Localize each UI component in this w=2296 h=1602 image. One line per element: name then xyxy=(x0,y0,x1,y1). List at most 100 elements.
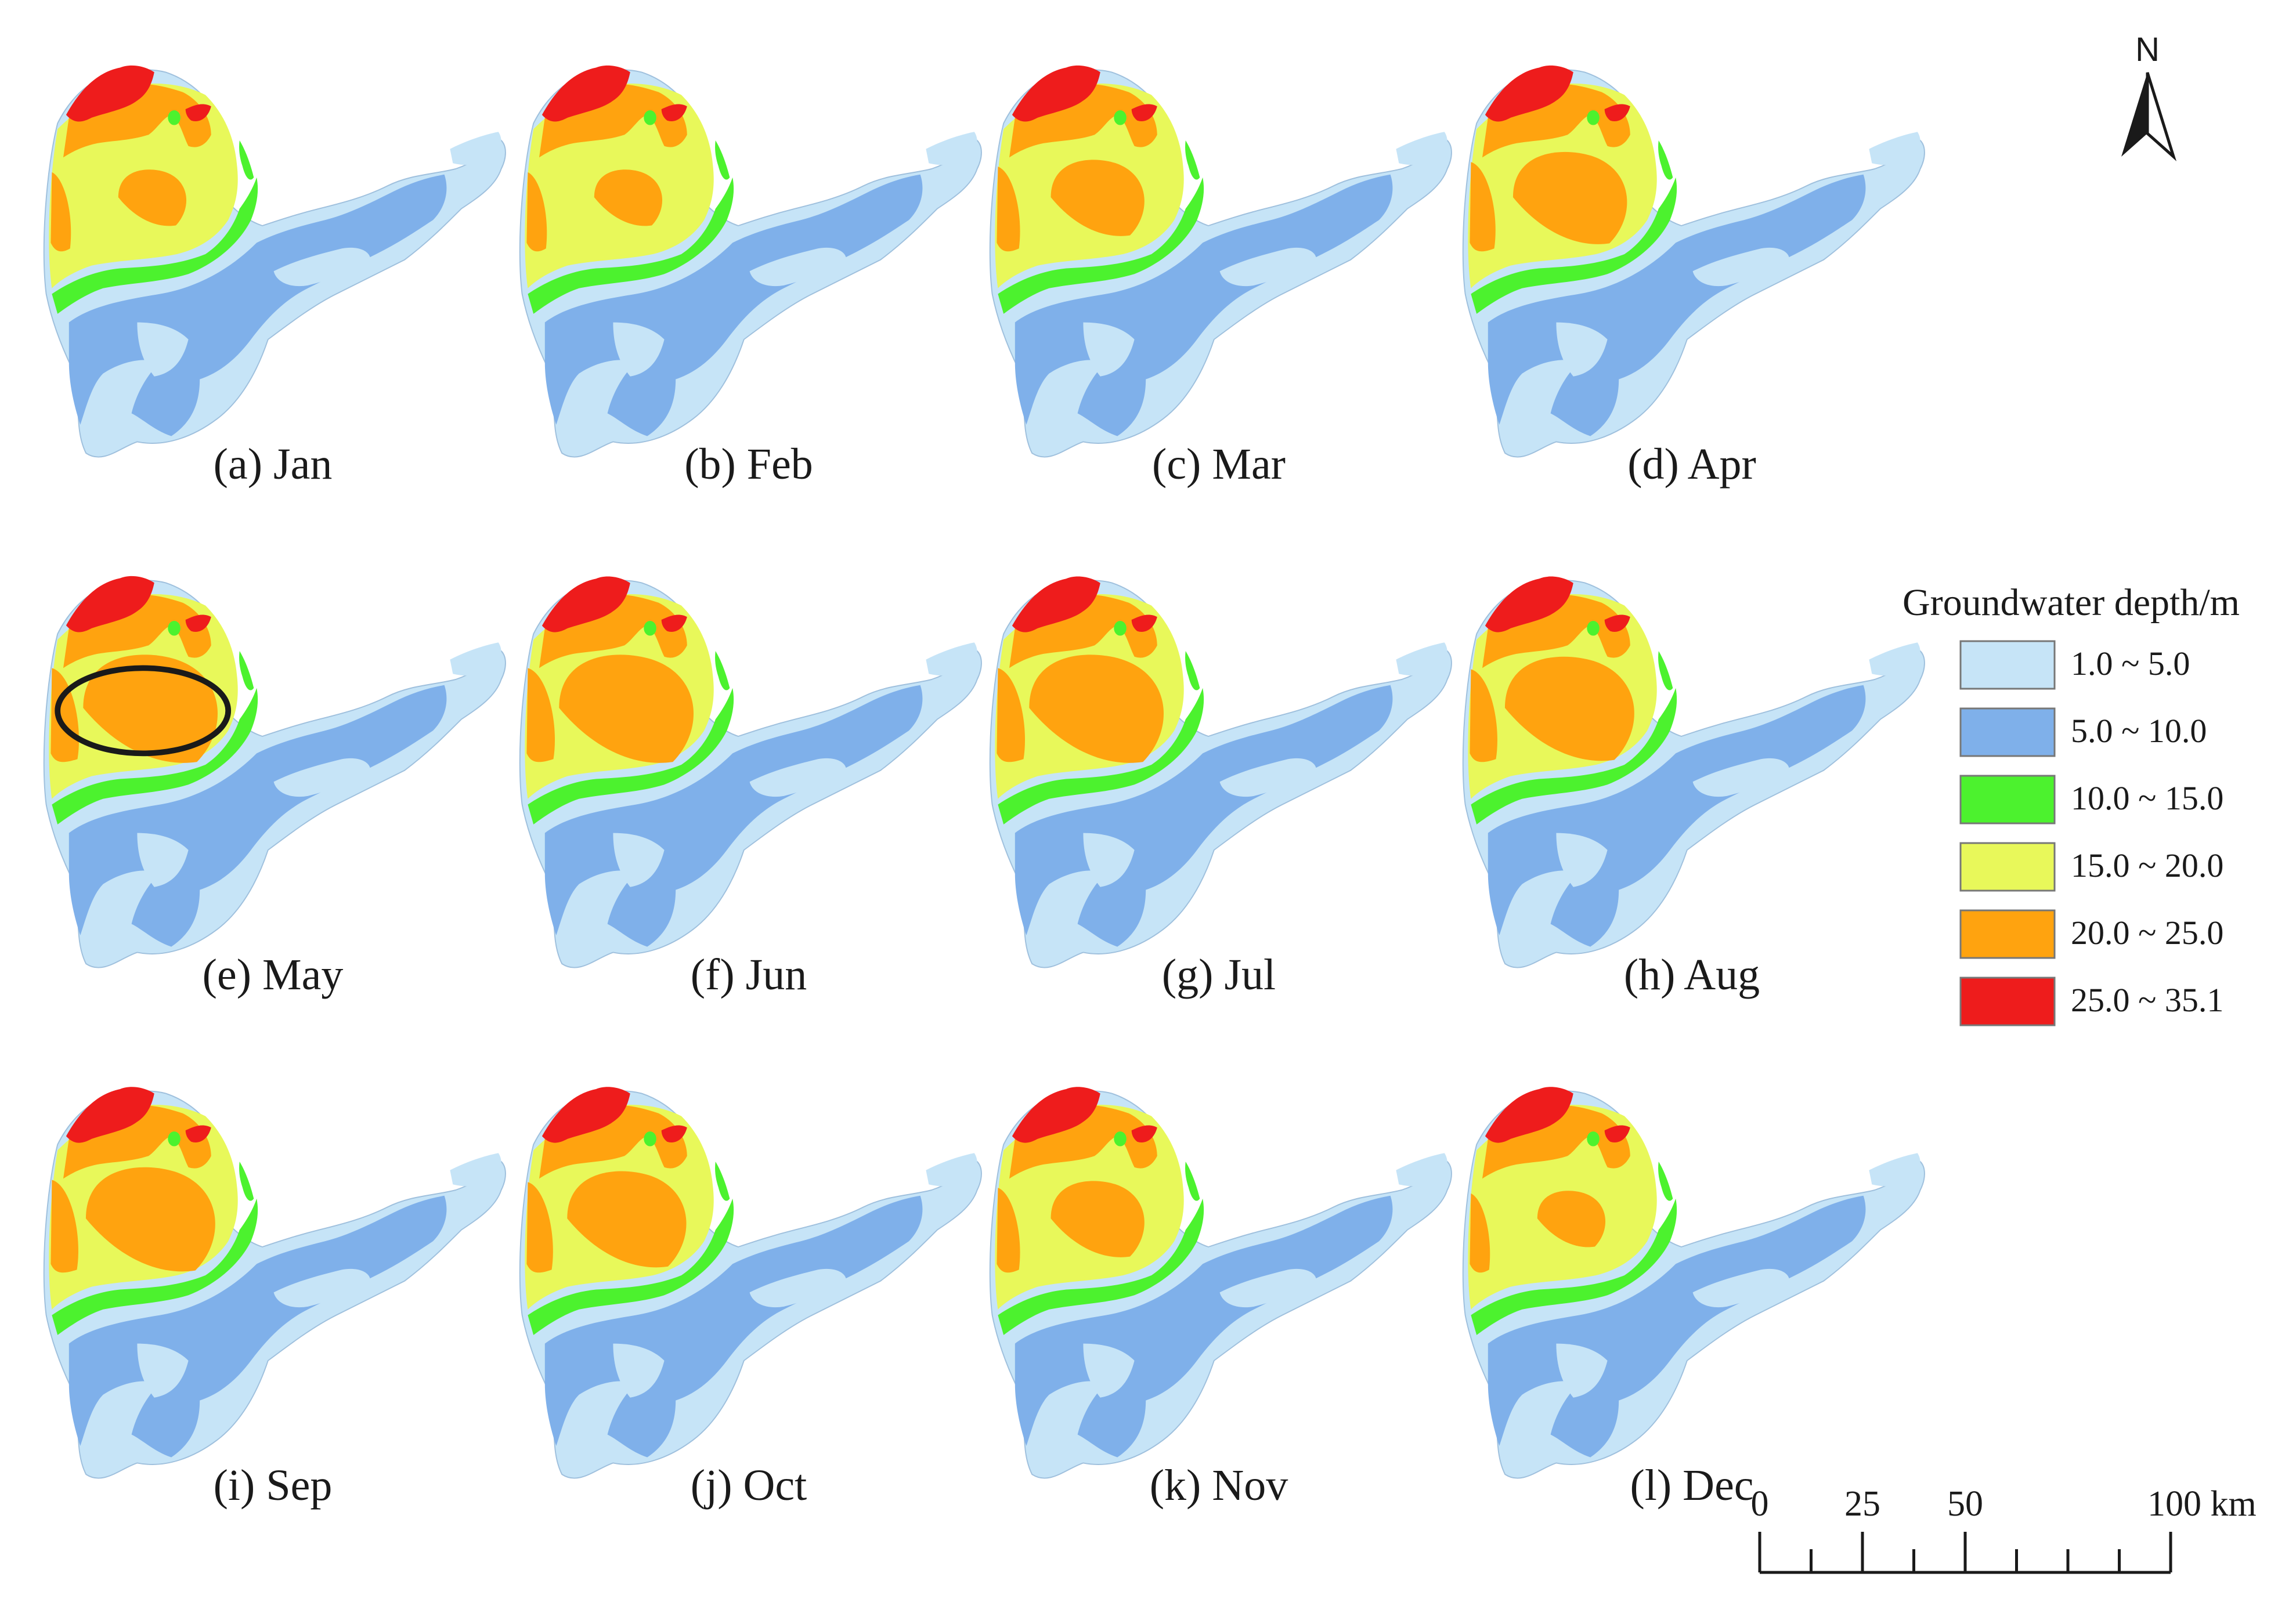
depth-zone-25-35-east xyxy=(661,1125,687,1142)
depth-zone-20-25-west xyxy=(50,668,80,762)
depth-zone-25-35-north xyxy=(66,576,154,632)
depth-zone-20-25-center xyxy=(1029,654,1164,763)
legend-label: 1.0 ~ 5.0 xyxy=(2071,645,2190,682)
north-label: N xyxy=(2135,31,2160,68)
panel-label: (i) Sep xyxy=(214,1461,333,1510)
depth-zone-20-25-west xyxy=(997,1188,1020,1273)
map-panel-joct xyxy=(519,1087,982,1479)
depth-spot-10-15 xyxy=(644,110,656,125)
depth-zone-20-25-center xyxy=(594,169,663,226)
panel-label: (a) Jan xyxy=(214,440,333,489)
map-panel-isep xyxy=(43,1087,506,1479)
panel-label: (e) May xyxy=(203,950,344,999)
legend-swatch xyxy=(1959,707,2056,757)
depth-zone-20-25-west xyxy=(50,172,71,252)
depth-zone-25-35-north xyxy=(66,1087,154,1143)
depth-zone-20-25-center xyxy=(85,1167,215,1272)
depth-zone-25-35-east xyxy=(1131,1125,1157,1142)
depth-spot-10-15 xyxy=(1114,1131,1127,1147)
scale-label-25: 25 xyxy=(1844,1484,1880,1524)
legend-label: 5.0 ~ 10.0 xyxy=(2071,712,2207,750)
map-panel-emay xyxy=(43,576,506,968)
panel-label: (c) Mar xyxy=(1152,440,1286,489)
depth-zone-20-25-center xyxy=(1512,151,1627,244)
depth-zone-20-25-west xyxy=(997,668,1026,762)
depth-zone-20-25-west xyxy=(526,668,555,762)
depth-zone-25-35-east xyxy=(1604,1125,1630,1142)
depth-zone-20-25-center xyxy=(1504,656,1634,761)
map-panel-haug xyxy=(1462,576,1925,968)
depth-zone-20-25-west xyxy=(997,167,1020,252)
map-panel-fjun xyxy=(519,576,982,968)
depth-spot-10-15 xyxy=(1114,110,1127,125)
scale-label-50: 50 xyxy=(1947,1484,1983,1524)
legend-label: 15.0 ~ 20.0 xyxy=(2071,847,2223,884)
depth-zone-25-35-east xyxy=(185,614,211,632)
panel-label: (d) Apr xyxy=(1627,440,1756,489)
legend-title: Groundwater depth/m xyxy=(1902,581,2240,624)
depth-zone-20-25-west xyxy=(1470,669,1497,762)
depth-zone-25-35-east xyxy=(661,614,687,632)
depth-zone-20-25-center xyxy=(118,169,187,226)
panel-label: (j) Oct xyxy=(691,1461,807,1510)
legend-swatch xyxy=(1959,640,2056,690)
panel-label: (b) Feb xyxy=(684,440,813,489)
depth-spot-10-15 xyxy=(168,110,180,125)
legend-label: 25.0 ~ 35.1 xyxy=(2071,981,2223,1019)
depth-spot-10-15 xyxy=(1587,1131,1600,1147)
depth-spot-10-15 xyxy=(644,1131,656,1147)
map-panel-dapr xyxy=(1462,65,1925,458)
map-panel-gjul xyxy=(989,576,1452,968)
scale-label-0: 0 xyxy=(1751,1484,1769,1524)
depth-zone-25-35-north xyxy=(66,65,154,122)
depth-spot-10-15 xyxy=(1587,621,1600,636)
legend-swatch xyxy=(1959,909,2056,959)
depth-zone-20-25-west xyxy=(1470,1193,1490,1273)
depth-zone-20-25-center xyxy=(1050,1181,1145,1257)
map-panel-knov xyxy=(989,1087,1452,1479)
depth-zone-20-25-west xyxy=(1470,162,1496,252)
depth-zone-25-35-north xyxy=(1012,576,1100,632)
depth-zone-25-35-north xyxy=(541,576,630,632)
panel-label: (g) Jul xyxy=(1162,950,1276,999)
depth-zone-25-35-north xyxy=(541,1087,630,1143)
panel-label: (h) Aug xyxy=(1624,950,1760,999)
legend-label: 10.0 ~ 15.0 xyxy=(2071,779,2223,817)
legend-swatch xyxy=(1959,775,2056,824)
legend-swatch xyxy=(1959,977,2056,1026)
depth-zone-25-35-east xyxy=(1131,104,1157,121)
highlight-ellipse xyxy=(55,665,232,757)
depth-zone-20-25-center xyxy=(83,654,218,763)
depth-zone-20-25-center xyxy=(1537,1191,1606,1247)
depth-zone-25-35-north xyxy=(541,65,630,122)
map-panel-ldec xyxy=(1462,1087,1925,1479)
north-arrow-icon: N xyxy=(2121,31,2177,161)
depth-zone-25-35-east xyxy=(1604,614,1630,632)
depth-zone-25-35-north xyxy=(1012,1087,1100,1143)
depth-zone-20-25-center xyxy=(1050,160,1145,236)
scale-bar: 0 25 50 100 km xyxy=(1751,1484,2257,1574)
monthly-maps: (a) Jan (b) Feb (c) Mar (d) Apr (e) May (f) J… xyxy=(43,65,1925,1510)
depth-zone-25-35-north xyxy=(1485,576,1573,632)
depth-zone-25-35-east xyxy=(1604,104,1630,121)
map-panel-cmar xyxy=(989,65,1452,458)
depth-zone-25-35-east xyxy=(185,104,211,121)
depth-zone-25-35-east xyxy=(661,104,687,121)
depth-zone-20-25-center xyxy=(559,654,694,763)
map-panel-bfeb xyxy=(519,65,982,458)
depth-zone-20-25-west xyxy=(50,1180,78,1273)
depth-zone-25-35-north xyxy=(1485,1087,1573,1143)
depth-spot-10-15 xyxy=(168,621,180,636)
panel-label: (l) Dec xyxy=(1630,1461,1753,1510)
depth-zone-20-25-center xyxy=(567,1171,687,1268)
depth-zone-25-35-north xyxy=(1012,65,1100,122)
depth-spot-10-15 xyxy=(644,621,656,636)
depth-spot-10-15 xyxy=(1587,110,1600,125)
legend-label: 20.0 ~ 25.0 xyxy=(2071,914,2223,952)
legend-swatch xyxy=(1959,842,2056,892)
legend: Groundwater depth/m 1.0 ~ 5.0 5.0 ~ 10.0 1… xyxy=(1902,581,2240,1026)
scale-label-100km: 100 km xyxy=(2147,1484,2257,1524)
depth-zone-20-25-west xyxy=(526,1182,553,1273)
